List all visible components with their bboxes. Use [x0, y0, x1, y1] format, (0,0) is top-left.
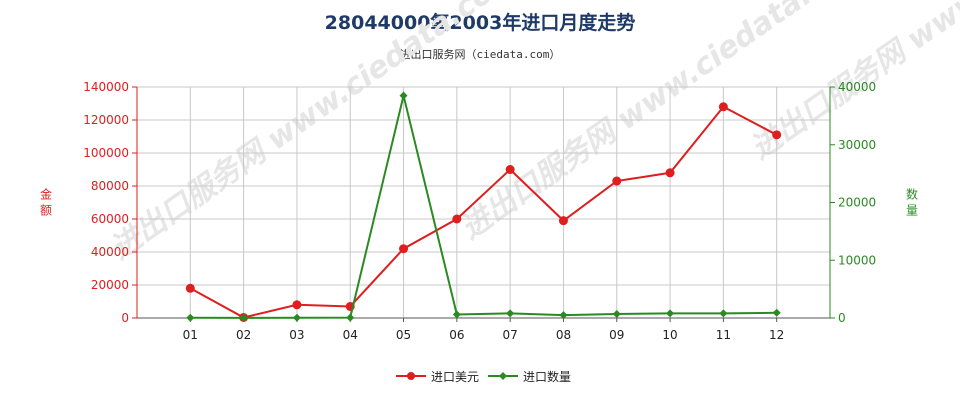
left-axis-tick-label: 20000: [91, 278, 129, 292]
x-axis-tick-label: 04: [343, 328, 358, 342]
left-axis-tick-label: 120000: [83, 113, 129, 127]
data-point: [666, 309, 675, 318]
right-axis-label: 数量: [906, 187, 918, 218]
data-point: [719, 309, 728, 318]
right-axis-tick-label: 10000: [838, 253, 876, 267]
data-point: [452, 310, 461, 319]
x-axis-tick-label: 01: [183, 328, 198, 342]
data-point: [558, 216, 568, 226]
series-line-2: [190, 95, 777, 319]
x-axis-tick-label: 02: [236, 328, 251, 342]
right-axis-tick-label: 40000: [838, 80, 876, 94]
legend-marker: [499, 372, 507, 380]
data-point: [772, 308, 781, 317]
left-axis-tick-label: 100000: [83, 146, 129, 160]
legend-label: 进口美元: [431, 370, 479, 384]
data-point: [186, 313, 195, 322]
data-point: [399, 244, 409, 254]
x-axis-tick-label: 08: [556, 328, 571, 342]
right-axis-tick-label: 0: [838, 311, 846, 325]
data-point: [559, 311, 568, 320]
left-axis-tick-label: 140000: [83, 80, 129, 94]
data-point: [665, 168, 675, 178]
data-point: [718, 102, 728, 112]
data-point: [612, 176, 622, 186]
x-axis-tick-label: 09: [609, 328, 624, 342]
left-axis-label: 金额: [40, 187, 52, 218]
series-layer: [185, 91, 782, 323]
x-axis-tick-label: 12: [769, 328, 784, 342]
legend: 进口美元 进口数量: [396, 369, 571, 384]
chart-title: 28044000氧2003年进口月度走势: [324, 12, 636, 34]
data-point: [452, 214, 462, 224]
data-point: [612, 309, 621, 318]
x-axis-tick-label: 11: [716, 328, 731, 342]
data-point: [399, 91, 408, 100]
data-point: [506, 309, 515, 318]
right-axis-tick-label: 30000: [838, 138, 876, 152]
left-axis-tick-label: 60000: [91, 212, 129, 226]
data-point: [292, 300, 302, 310]
x-axis-tick-label: 10: [662, 328, 677, 342]
data-point: [292, 313, 301, 322]
data-point: [772, 130, 782, 140]
x-axis-tick-label: 03: [289, 328, 304, 342]
left-axis-tick-label: 80000: [91, 179, 129, 193]
x-axis-tick-label: 06: [449, 328, 464, 342]
series-line-1: [189, 105, 778, 319]
data-point: [239, 313, 248, 322]
legend-label: 进口数量: [523, 369, 571, 384]
data-point: [185, 283, 195, 293]
left-axis-tick-label: 0: [121, 311, 129, 325]
x-axis-tick-label: 07: [503, 328, 518, 342]
legend-marker: [407, 372, 415, 380]
right-axis-tick-label: 20000: [838, 196, 876, 210]
left-axis-tick-label: 40000: [91, 245, 129, 259]
data-point: [505, 165, 515, 174]
data-point: [346, 313, 355, 322]
chart-subtitle: 进出口服务网（ciedata.com）: [399, 48, 561, 61]
x-axis-tick-label: 05: [396, 328, 411, 342]
